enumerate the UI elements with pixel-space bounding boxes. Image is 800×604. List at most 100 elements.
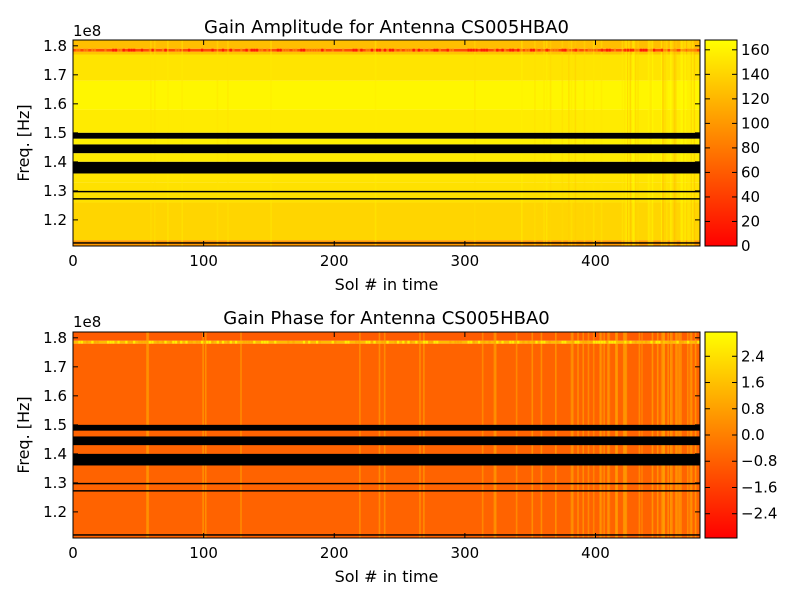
- heatmap-noise: [255, 48, 259, 52]
- heatmap-noise: [605, 48, 609, 52]
- heatmap-streak: [204, 332, 207, 538]
- heatmap-noise: [632, 48, 635, 52]
- heatmap-noise: [253, 48, 256, 52]
- colorbar-tick-label: 0.8: [741, 400, 765, 418]
- heatmap-streak: [270, 40, 272, 246]
- colorbar-tick-label: 140: [741, 65, 770, 83]
- heatmap-noise: [540, 48, 543, 52]
- heatmap-streak: [675, 40, 677, 246]
- heatmap-noise: [626, 48, 630, 52]
- heatmap-streak: [683, 40, 685, 246]
- heatmap-streak: [629, 40, 632, 246]
- heatmap-streak: [616, 332, 619, 538]
- heatmap-noise: [634, 340, 637, 344]
- heatmap-streak: [671, 332, 673, 538]
- heatmap-noise: [446, 48, 449, 52]
- heatmap-noise: [120, 48, 123, 52]
- heatmap-noise: [169, 340, 172, 344]
- heatmap-streak: [625, 40, 628, 246]
- flagged-band: [73, 190, 700, 193]
- heatmap-streak: [632, 40, 634, 246]
- x-tick-label: 0: [68, 252, 78, 270]
- heatmap-streak: [680, 332, 683, 538]
- heatmap-streak: [561, 40, 564, 246]
- heatmap-noise: [697, 340, 700, 344]
- x-tick-label: 300: [451, 544, 480, 562]
- heatmap-noise: [650, 340, 653, 344]
- heatmap-noise: [553, 48, 556, 52]
- heatmap-noise: [164, 340, 167, 344]
- colorbar-tick-label: 100: [741, 114, 770, 132]
- heatmap-noise: [140, 48, 144, 52]
- heatmap-noise: [483, 340, 486, 344]
- heatmap-noise: [517, 340, 520, 344]
- flagged-band: [73, 161, 700, 174]
- heatmap-noise: [564, 340, 567, 344]
- heatmap-noise: [208, 340, 212, 344]
- colorbar-gradient: [704, 331, 738, 539]
- heatmap-streak: [146, 332, 148, 538]
- heatmap-noise: [86, 48, 89, 52]
- heatmap-noise: [164, 48, 167, 52]
- heatmap-streak: [692, 40, 694, 246]
- colorbar: 0 20 40 60 80 100 120 140 160: [704, 39, 770, 255]
- heatmap-noise: [658, 340, 661, 344]
- heatmap-noise: [543, 340, 546, 344]
- heatmap-noise: [287, 48, 290, 52]
- heatmap-noise: [174, 340, 178, 344]
- heatmap-streak: [693, 40, 696, 246]
- heatmap-noise: [114, 48, 117, 52]
- heatmap-streak: [545, 40, 548, 246]
- heatmap-noise: [221, 340, 225, 344]
- heatmap-noise: [151, 340, 154, 344]
- heatmap-streak: [626, 40, 629, 246]
- heatmap-streak: [568, 40, 570, 246]
- heatmap-noise: [112, 340, 115, 344]
- heatmap-noise: [365, 340, 368, 344]
- colorbar: −2.4 −1.6 −0.8 0.0 0.8 1.6 2.4: [704, 331, 777, 539]
- heatmap-noise: [91, 48, 94, 52]
- heatmap-noise: [127, 340, 131, 344]
- heatmap-noise: [321, 48, 324, 52]
- heatmap-noise: [652, 340, 656, 344]
- heatmap-noise: [216, 340, 219, 344]
- heatmap-noise: [248, 48, 251, 52]
- colorbar-tick-label: 160: [741, 41, 770, 59]
- heatmap-noise: [551, 48, 554, 52]
- heatmap-noise: [355, 340, 358, 344]
- heatmap-noise: [472, 340, 475, 344]
- heatmap-noise: [308, 48, 311, 52]
- heatmap-noise: [624, 48, 627, 52]
- heatmap-noise: [522, 340, 525, 344]
- heatmap-streak: [680, 40, 683, 246]
- heatmap-noise: [148, 340, 151, 344]
- heatmap-noise: [93, 48, 97, 52]
- x-axis-label: Sol # in time: [335, 275, 439, 294]
- heatmap-streak: [628, 40, 630, 246]
- y-tick-label: 1.7: [43, 358, 67, 376]
- heatmap-noise: [180, 340, 183, 344]
- heatmap-noise: [331, 48, 334, 52]
- heatmap-noise: [161, 340, 165, 344]
- heatmap-noise: [117, 48, 120, 52]
- colorbar-tick-label: 40: [741, 188, 760, 206]
- heatmap-noise: [545, 48, 549, 52]
- heatmap-streak: [664, 40, 667, 246]
- heatmap-noise: [206, 340, 209, 344]
- heatmap-noise: [368, 340, 371, 344]
- heatmap-band: [73, 54, 700, 81]
- plot-frame: [72, 331, 701, 539]
- y-tick-label: 1.7: [43, 66, 67, 84]
- heatmap-noise: [156, 340, 159, 344]
- heatmap-noise: [227, 340, 230, 344]
- heatmap-noise: [383, 340, 387, 344]
- heatmap-streak: [216, 40, 219, 246]
- heatmap-streak: [686, 332, 689, 538]
- heatmap-noise: [509, 48, 512, 52]
- heatmap-noise: [470, 48, 473, 52]
- heatmap-noise: [234, 340, 238, 344]
- heatmap-streak: [647, 40, 650, 246]
- heatmap-noise: [451, 48, 455, 52]
- heatmap-streak: [669, 40, 672, 246]
